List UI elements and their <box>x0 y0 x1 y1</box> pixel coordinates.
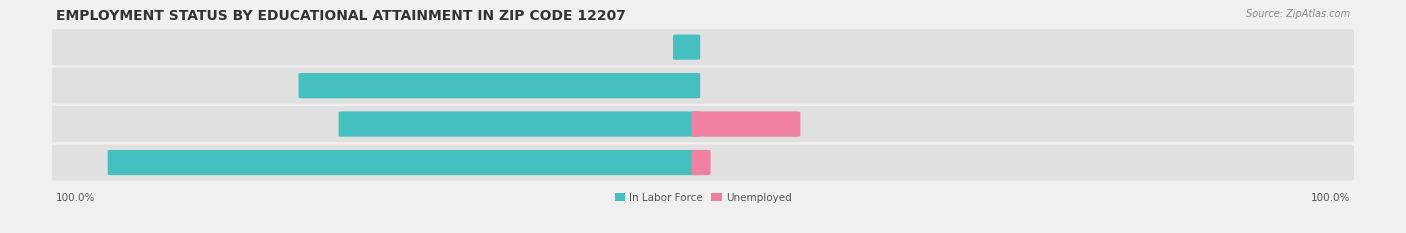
Text: 100.0%: 100.0% <box>56 193 96 203</box>
Text: 2.9%: 2.9% <box>640 42 666 52</box>
Text: High School Diploma: High School Diploma <box>641 81 751 91</box>
Text: 0.0%: 0.0% <box>707 42 734 52</box>
Legend: In Labor Force, Unemployed: In Labor Force, Unemployed <box>610 188 796 207</box>
Text: College / Associate Degree: College / Associate Degree <box>626 119 766 129</box>
Text: Bachelor's Degree or higher: Bachelor's Degree or higher <box>623 158 769 168</box>
Text: 0.0%: 0.0% <box>707 81 734 91</box>
Text: 100.0%: 100.0% <box>1310 193 1350 203</box>
Text: 60.8%: 60.8% <box>319 81 356 91</box>
Text: 54.6%: 54.6% <box>360 119 396 129</box>
Text: 90.3%: 90.3% <box>129 158 165 168</box>
Text: Source: ZipAtlas.com: Source: ZipAtlas.com <box>1246 9 1350 19</box>
Text: EMPLOYMENT STATUS BY EDUCATIONAL ATTAINMENT IN ZIP CODE 12207: EMPLOYMENT STATUS BY EDUCATIONAL ATTAINM… <box>56 9 626 23</box>
Text: Less than High School: Less than High School <box>638 42 754 52</box>
Text: 1.6%: 1.6% <box>717 158 744 168</box>
Text: 15.5%: 15.5% <box>723 119 759 129</box>
